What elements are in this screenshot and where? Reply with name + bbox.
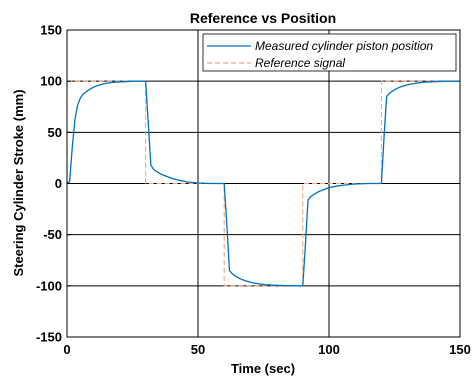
legend-label-measured: Measured cylinder piston position <box>255 39 433 53</box>
legend-label-reference: Reference signal <box>255 56 345 70</box>
chart-title: Reference vs Position <box>190 10 336 26</box>
y-tick-label: 150 <box>40 23 62 38</box>
x-axis-label: Time (sec) <box>231 361 295 376</box>
x-ticks: 0 50 100 150 <box>63 333 471 357</box>
series-line-measured <box>66 80 460 287</box>
x-tick-label: 0 <box>63 342 70 357</box>
y-axis-label: Steering Cylinder Stroke (mm) <box>11 89 26 276</box>
y-tick-label: 0 <box>55 176 62 191</box>
y-ticks: -150 -100 -50 0 50 100 150 <box>36 23 71 345</box>
y-tick-label: -50 <box>43 227 62 242</box>
legend: Measured cylinder piston position Refere… <box>202 33 457 72</box>
x-tick-label: 50 <box>191 342 205 357</box>
x-tick-label: 150 <box>449 342 471 357</box>
series-line-reference <box>67 80 460 287</box>
x-tick-label: 100 <box>318 342 340 357</box>
legend-box <box>202 33 457 72</box>
y-tick-label: 100 <box>40 74 62 89</box>
y-tick-label: -150 <box>36 330 62 345</box>
y-tick-label: 50 <box>48 125 62 140</box>
y-tick-label: -100 <box>36 278 62 293</box>
series-layer <box>66 80 460 287</box>
